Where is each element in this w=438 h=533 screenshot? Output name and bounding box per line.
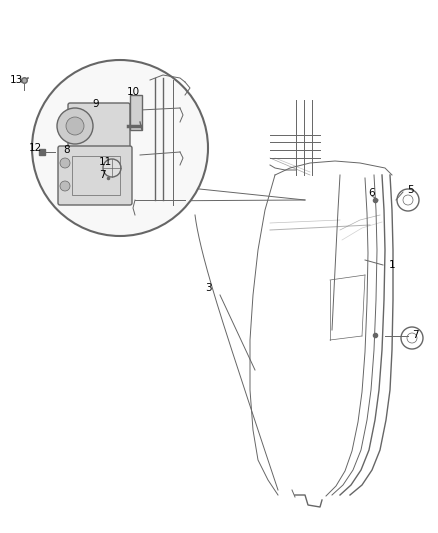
Circle shape xyxy=(60,158,70,168)
Circle shape xyxy=(66,117,84,135)
Text: 6: 6 xyxy=(369,188,375,198)
Bar xyxy=(130,95,142,130)
Circle shape xyxy=(57,108,93,144)
Circle shape xyxy=(60,181,70,191)
Text: 11: 11 xyxy=(99,157,112,167)
Circle shape xyxy=(103,159,121,177)
Text: 8: 8 xyxy=(64,145,71,155)
Text: 10: 10 xyxy=(127,87,140,97)
Text: 1: 1 xyxy=(389,260,396,270)
FancyBboxPatch shape xyxy=(58,146,132,205)
Text: 5: 5 xyxy=(407,185,413,195)
Text: 3: 3 xyxy=(205,283,211,293)
Text: 7: 7 xyxy=(99,170,105,180)
Circle shape xyxy=(32,60,208,236)
FancyBboxPatch shape xyxy=(68,103,130,149)
Bar xyxy=(72,156,120,195)
Text: 7: 7 xyxy=(412,330,418,340)
Text: 13: 13 xyxy=(9,75,23,85)
Text: 9: 9 xyxy=(93,99,99,109)
Text: 12: 12 xyxy=(28,143,42,153)
